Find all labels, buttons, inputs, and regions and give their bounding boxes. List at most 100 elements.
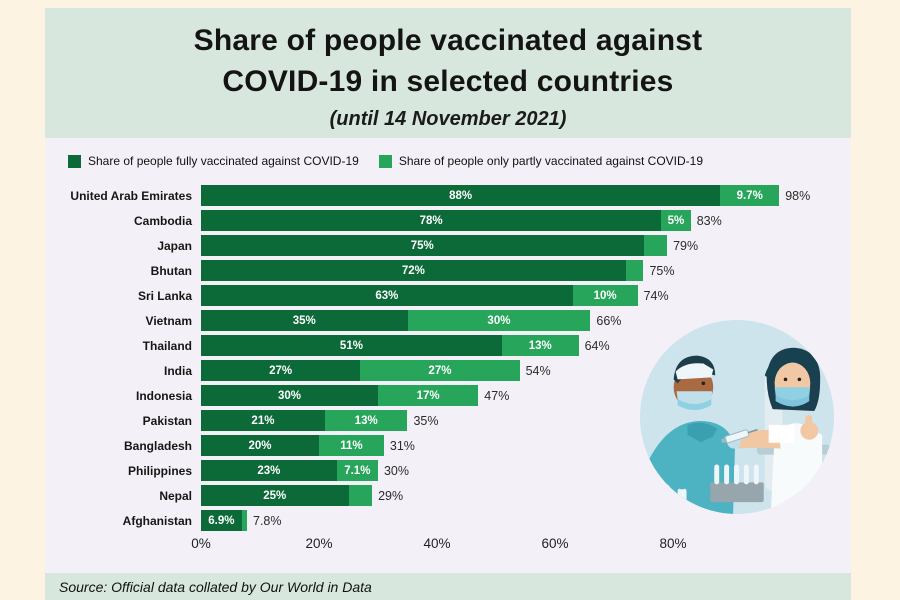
bar-track: 75% 79% xyxy=(201,235,791,256)
fully-vaccinated-segment: 30% xyxy=(201,385,378,406)
partly-vaccinated-segment xyxy=(348,485,373,506)
title-line-1: Share of people vaccinated against xyxy=(193,24,703,57)
bar-row: Indonesia 30% 17% 47% xyxy=(45,383,851,408)
fully-vaccinated-segment-value: 21% xyxy=(251,414,275,427)
x-axis-tick: 0% xyxy=(191,536,211,551)
country-label: Thailand xyxy=(142,338,192,353)
fully-vaccinated-segment-value: 63% xyxy=(375,289,399,302)
fully-vaccinated-segment-value: 23% xyxy=(257,464,281,477)
country-label: India xyxy=(163,363,192,378)
fully-vaccinated-segment: 78% xyxy=(201,210,662,231)
country-label: Sri Lanka xyxy=(137,288,192,303)
bar-track: 27% 27% 54% xyxy=(201,360,791,381)
fully-vaccinated-segment-value: 78% xyxy=(419,214,443,227)
country-label: Cambodia xyxy=(133,213,192,228)
chart-area: Share of people fully vaccinated against… xyxy=(45,138,851,573)
bar-track: 78% 5% 83% xyxy=(201,210,791,231)
total-label: 98% xyxy=(785,188,811,203)
total-label: 30% xyxy=(383,463,410,478)
country-label: United Arab Emirates xyxy=(70,188,192,203)
fully-vaccinated-segment-value: 20% xyxy=(248,439,272,452)
bar-track: 51% 13% 64% xyxy=(201,335,791,356)
fully-vaccinated-segment: 21% xyxy=(201,410,325,431)
total-label: 31% xyxy=(389,438,415,453)
country-label: Vietnam xyxy=(145,313,192,328)
partly-vaccinated-segment: 11% xyxy=(319,435,384,456)
partly-vaccinated-segment xyxy=(241,510,247,531)
partly-vaccinated-segment xyxy=(625,260,644,281)
title-line-2: COVID-19 in selected countries xyxy=(222,65,674,99)
bar-row: Pakistan 21% 13% 35% xyxy=(45,408,851,433)
total-label: 29% xyxy=(378,488,404,503)
partly-vaccinated-segment: 27% xyxy=(360,360,520,381)
partly-vaccinated-segment: 7.1% xyxy=(336,460,378,481)
legend-label: Share of people fully vaccinated against… xyxy=(88,154,359,168)
fully-vaccinated-segment-value: 72% xyxy=(401,264,425,277)
total-label: 35% xyxy=(413,413,439,428)
bar-track: 35% 30% 66% xyxy=(201,310,791,331)
country-label: Bhutan xyxy=(150,263,192,278)
fully-vaccinated-segment: 63% xyxy=(201,285,573,306)
country-label: Indonesia xyxy=(135,388,192,403)
partly-vaccinated-segment-value: 10% xyxy=(593,289,617,302)
fully-vaccinated-segment: 51% xyxy=(201,335,502,356)
legend-item-1: Share of people only partly vaccinated a… xyxy=(378,154,703,168)
bar-row: Afghanistan 6.9% 7.8% xyxy=(45,508,851,533)
source-text: Source: Official data collated by Our Wo… xyxy=(59,578,372,595)
partly-vaccinated-segment-value: 13% xyxy=(528,339,552,352)
fully-vaccinated-segment-value: 35% xyxy=(292,314,316,327)
partly-vaccinated-segment-value: 27% xyxy=(428,364,452,377)
country-label: Philippines xyxy=(127,463,192,478)
bar-track: 72% 75% xyxy=(201,260,791,281)
bar-row: Bangladesh 20% 11% 31% xyxy=(45,433,851,458)
bar-track: 6.9% 7.8% xyxy=(201,510,791,531)
total-label: 7.8% xyxy=(253,513,282,528)
partly-vaccinated-segment-value: 11% xyxy=(340,439,363,452)
total-label: 83% xyxy=(696,213,722,228)
legend-swatch-icon xyxy=(68,154,81,168)
total-label: 66% xyxy=(596,313,622,328)
x-axis-tick: 60% xyxy=(541,536,569,551)
legend-item-0: Share of people fully vaccinated against… xyxy=(68,154,359,168)
fully-vaccinated-segment: 72% xyxy=(201,260,626,281)
bar-track: 30% 17% 47% xyxy=(201,385,791,406)
x-axis-tick: 80% xyxy=(659,536,687,551)
footer: Source: Official data collated by Our Wo… xyxy=(45,573,851,600)
bar-row: Sri Lanka 63% 10% 74% xyxy=(45,283,851,308)
legend-swatch-icon xyxy=(378,154,392,168)
fully-vaccinated-segment: 25% xyxy=(201,485,349,506)
total-label: 79% xyxy=(673,238,699,253)
bar-row: Philippines 23% 7.1% 30% xyxy=(45,458,851,483)
partly-vaccinated-segment-value: 9.7% xyxy=(736,189,763,202)
bar-track: 21% 13% 35% xyxy=(201,410,791,431)
legend: Share of people fully vaccinated against… xyxy=(68,154,703,168)
partly-vaccinated-segment-value: 13% xyxy=(354,414,378,427)
partly-vaccinated-segment-value: 30% xyxy=(487,314,511,327)
bar-rows: United Arab Emirates 88% 9.7% 98% Cambodia 78… xyxy=(45,183,851,533)
fully-vaccinated-segment-value: 51% xyxy=(339,339,363,352)
partly-vaccinated-segment-value: 7.1% xyxy=(344,464,371,477)
fully-vaccinated-segment-value: 30% xyxy=(277,389,302,402)
total-label: 74% xyxy=(643,288,669,303)
bar-track: 25% 29% xyxy=(201,485,791,506)
bar-row: Bhutan 72% 75% xyxy=(45,258,851,283)
country-label: Afghanistan xyxy=(122,513,192,528)
partly-vaccinated-segment-value: 17% xyxy=(416,389,440,402)
fully-vaccinated-segment-value: 27% xyxy=(269,364,293,377)
total-label: 64% xyxy=(584,338,610,353)
partly-vaccinated-segment: 10% xyxy=(572,285,638,306)
x-axis-tick: 20% xyxy=(305,536,333,551)
bar-row: Cambodia 78% 5% 83% xyxy=(45,208,851,233)
legend-label: Share of people only partly vaccinated a… xyxy=(398,154,703,168)
x-axis-tick: 40% xyxy=(423,536,451,551)
partly-vaccinated-segment xyxy=(643,235,668,256)
partly-vaccinated-segment: 17% xyxy=(378,385,479,406)
fully-vaccinated-segment-value: 75% xyxy=(410,239,434,252)
bar-row: Vietnam 35% 30% 66% xyxy=(45,308,851,333)
total-label: 75% xyxy=(649,263,675,278)
fully-vaccinated-segment: 75% xyxy=(201,235,644,256)
bar-row: Thailand 51% 13% 64% xyxy=(45,333,851,358)
fully-vaccinated-segment-value: 6.9% xyxy=(208,514,235,527)
fully-vaccinated-segment: 88% xyxy=(201,185,721,206)
